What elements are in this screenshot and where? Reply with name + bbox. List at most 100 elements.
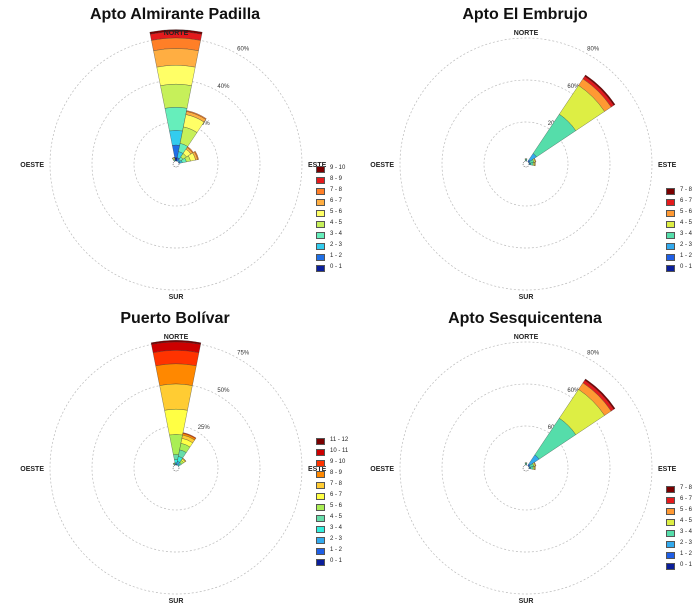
direction-label-south: SUR — [169, 598, 184, 605]
petal-segment — [160, 84, 192, 109]
legend-swatch — [316, 548, 325, 555]
ring-label: 25% — [198, 425, 211, 431]
direction-label-north: NORTE — [164, 30, 189, 37]
ring-label: 20% — [198, 121, 211, 127]
direction-label-east: ESTE — [658, 162, 677, 169]
legend-swatch — [316, 177, 325, 184]
petal-segment — [155, 363, 197, 386]
legend-label: 2 - 3 — [330, 536, 343, 542]
ring-label: 80% — [587, 47, 600, 53]
direction-label-east: ESTE — [308, 162, 327, 169]
legend-label: 1 - 2 — [330, 253, 343, 259]
calm-center — [172, 464, 180, 472]
legend-swatch — [316, 243, 325, 250]
legend-label: 5 - 6 — [330, 209, 343, 215]
legend-swatch — [666, 497, 675, 504]
legend-label: 6 - 7 — [680, 496, 693, 502]
ring-label: 60% — [567, 84, 580, 90]
legend-label: 2 - 3 — [680, 540, 693, 546]
legend-label: 4 - 5 — [680, 220, 693, 226]
direction-label-west: OESTE — [370, 466, 394, 473]
ring-label: 60% — [567, 388, 580, 394]
legend-swatch — [666, 199, 675, 206]
ring-label: 50% — [217, 388, 230, 394]
direction-label-north: NORTE — [164, 334, 189, 341]
windrose-panel-almirante-padilla: Apto Almirante Padilla 20% 40% 60% NORTE SUR… — [0, 0, 350, 304]
legend-swatch — [316, 515, 325, 522]
legend-swatch — [316, 166, 325, 173]
direction-label-east: ESTE — [658, 466, 677, 473]
legend-label: 11 - 12 — [330, 437, 349, 443]
legend-swatch — [316, 559, 325, 566]
petal-segment — [528, 162, 531, 166]
legend-label: 5 - 6 — [330, 503, 343, 509]
legend-label: 9 - 10 — [330, 165, 346, 171]
legend-label: 8 - 9 — [330, 470, 343, 476]
legend-label: 7 - 8 — [680, 485, 693, 491]
grid-ring — [91, 383, 261, 553]
legend-label: 3 - 4 — [680, 529, 693, 535]
direction-label-south: SUR — [519, 598, 534, 605]
legend-label: 7 - 8 — [330, 187, 343, 193]
wind-rose-plot: 20% 40% 60% NORTE SUR ESTE OESTE — [20, 29, 327, 301]
chart-title: Puerto Bolívar — [120, 310, 230, 327]
petal-segment — [530, 162, 534, 166]
legend-swatch — [316, 221, 325, 228]
legend-swatch — [316, 493, 325, 500]
ring-label: 75% — [237, 351, 250, 357]
ring-label: 60% — [237, 47, 250, 53]
direction-label-south: SUR — [169, 294, 184, 301]
legend-swatch — [666, 563, 675, 570]
legend-swatch — [316, 460, 325, 467]
chart-title: Apto El Embrujo — [462, 6, 588, 23]
grid-ring — [399, 37, 653, 291]
direction-label-south: SUR — [519, 294, 534, 301]
legend-swatch — [316, 199, 325, 206]
legend-swatch — [316, 537, 325, 544]
legend-swatch — [666, 210, 675, 217]
chart-title: Apto Sesquicentena — [448, 310, 602, 327]
legend-label: 9 - 10 — [330, 459, 346, 465]
legend-label: 0 - 1 — [330, 264, 343, 270]
petal-segment — [530, 466, 534, 470]
legend-label: 3 - 4 — [330, 231, 343, 237]
calm-center — [522, 160, 530, 168]
legend-swatch — [666, 508, 675, 515]
legend-swatch — [666, 519, 675, 526]
legend-swatch — [666, 265, 675, 272]
legend-swatch — [316, 471, 325, 478]
legend-label: 7 - 8 — [330, 481, 343, 487]
legend-swatch — [316, 254, 325, 261]
grid-ring — [441, 383, 611, 553]
legend-swatch — [316, 504, 325, 511]
legend-swatch — [666, 188, 675, 195]
legend-label: 1 - 2 — [680, 551, 693, 557]
legend-label: 3 - 4 — [680, 231, 693, 237]
legend-swatch — [666, 243, 675, 250]
legend-swatch — [316, 438, 325, 445]
direction-label-north: NORTE — [514, 30, 539, 37]
legend-swatch — [316, 449, 325, 456]
legend-swatch — [666, 486, 675, 493]
direction-label-west: OESTE — [20, 162, 44, 169]
legend-label: 5 - 6 — [680, 209, 693, 215]
legend-swatch — [666, 254, 675, 261]
legend-label: 5 - 6 — [680, 507, 693, 513]
petal-segment — [152, 350, 200, 367]
chart-title: Apto Almirante Padilla — [89, 6, 261, 23]
petal-segment — [524, 463, 528, 466]
legend-swatch — [316, 210, 325, 217]
direction-label-east: ESTE — [308, 466, 327, 473]
legend-label: 6 - 7 — [330, 198, 343, 204]
grid-ring — [441, 79, 611, 249]
legend-swatch — [316, 232, 325, 239]
legend-label: 0 - 1 — [330, 558, 343, 564]
ring-label: 40% — [217, 84, 230, 90]
petal-segment — [159, 383, 193, 411]
legend-label: 6 - 7 — [330, 492, 343, 498]
wind-rose-plot: 25% 50% 75% NORTE SUR ESTE OESTE — [20, 334, 327, 605]
calm-center — [522, 464, 530, 472]
legend-swatch — [666, 552, 675, 559]
grid-ring — [91, 79, 261, 249]
